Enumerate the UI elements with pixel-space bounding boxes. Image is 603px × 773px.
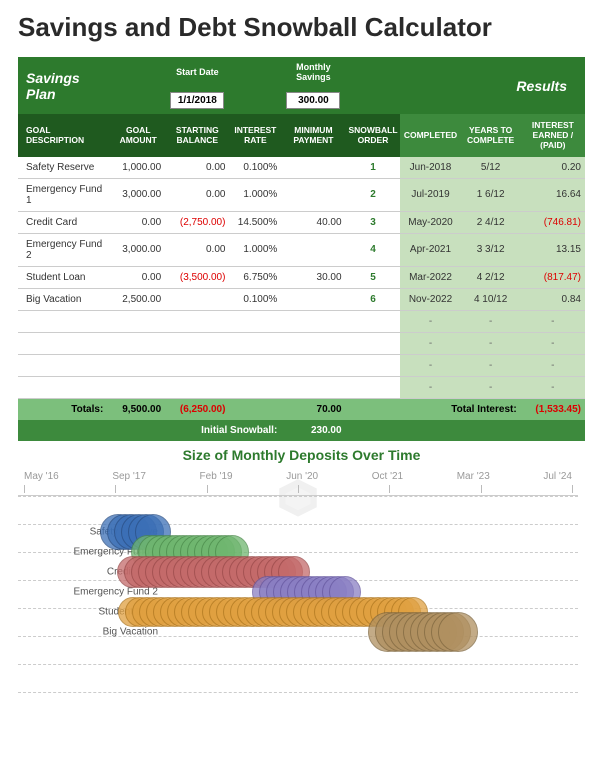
total-interest: (1,533.45) xyxy=(521,398,585,420)
totals-bal: (6,250.00) xyxy=(165,398,229,420)
table-row-empty: --- xyxy=(18,310,585,332)
savings-plan-label: Savings Plan xyxy=(18,57,111,114)
chart-title: Size of Monthly Deposits Over Time xyxy=(18,447,585,463)
axis-label: Jul '24 xyxy=(543,471,572,482)
table-row: Student Loan0.00(3,500.00)6.750%30.005Ma… xyxy=(18,266,585,288)
totals-min: 70.00 xyxy=(281,398,345,420)
totals-label: Totals: xyxy=(18,398,111,420)
col-interest: INTEREST EARNED / (PAID) xyxy=(521,114,585,157)
axis-label: Jun '20 xyxy=(286,471,318,482)
table-row-empty: --- xyxy=(18,354,585,376)
results-label: Results xyxy=(404,78,581,94)
table-row: Safety Reserve1,000.000.000.100%1Jun-201… xyxy=(18,157,585,179)
col-start-bal: STARTING BALANCE xyxy=(165,114,229,157)
axis-label: Feb '19 xyxy=(200,471,233,482)
monthly-savings-input[interactable]: 300.00 xyxy=(286,92,340,109)
start-date-input[interactable]: 1/1/2018 xyxy=(170,92,224,109)
table-row-empty: --- xyxy=(18,332,585,354)
totals-goal: 9,500.00 xyxy=(111,398,165,420)
axis-label: Sep '17 xyxy=(112,471,146,482)
axis-label: Oct '21 xyxy=(372,471,403,482)
col-min-pay: MINIMUM PAYMENT xyxy=(281,114,345,157)
page-title: Savings and Debt Snowball Calculator xyxy=(18,12,585,43)
table-row: Emergency Fund 13,000.000.001.000%2Jul-2… xyxy=(18,178,585,211)
table-row-empty: --- xyxy=(18,376,585,398)
col-rate: INTEREST RATE xyxy=(229,114,281,157)
col-goal-desc: GOAL DESCRIPTION xyxy=(18,114,111,157)
table-row: Big Vacation2,500.000.100%6Nov-20224 10/… xyxy=(18,288,585,310)
monthly-savings-label: Monthly Savings xyxy=(281,57,345,87)
savings-table: Savings Plan Start Date Monthly Savings … xyxy=(18,57,585,441)
total-interest-label: Total Interest: xyxy=(400,398,520,420)
col-years: YEARS TO COMPLETE xyxy=(461,114,521,157)
series-label: Emergency Fund 2 xyxy=(28,586,158,597)
col-completed: COMPLETED xyxy=(400,114,460,157)
col-order: SNOWBALL ORDER xyxy=(346,114,401,157)
table-row: Credit Card0.00(2,750.00)14.500%40.003Ma… xyxy=(18,211,585,233)
series-label: Big Vacation xyxy=(28,626,158,637)
axis-label: May '16 xyxy=(24,471,59,482)
initial-snowball-label: Initial Snowball: xyxy=(18,420,281,441)
col-goal-amount: GOAL AMOUNT xyxy=(111,114,165,157)
bubble xyxy=(438,612,478,652)
bubble-chart: May '16 Sep '17 Feb '19 Jun '20 Oct '21 Mar '… xyxy=(18,471,578,761)
start-date-label: Start Date xyxy=(165,57,229,87)
table-row: Emergency Fund 23,000.000.001.000%4Apr-2… xyxy=(18,233,585,266)
initial-snowball-value: 230.00 xyxy=(281,420,345,441)
axis-label: Mar '23 xyxy=(457,471,490,482)
